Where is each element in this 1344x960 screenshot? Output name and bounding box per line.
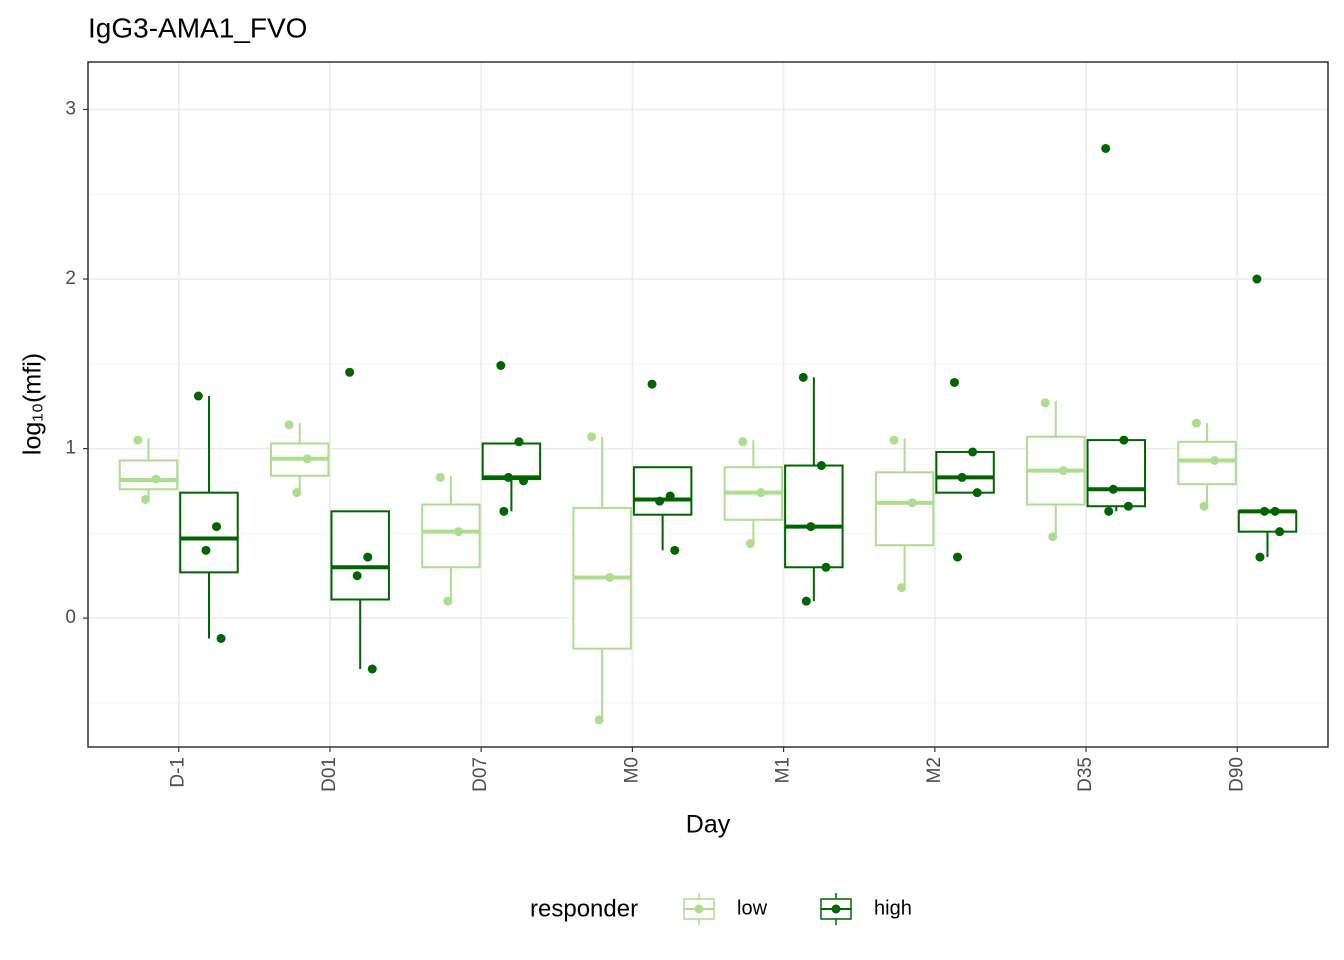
x-tick-label: D01 [319,757,340,792]
box [784,464,844,569]
data-point [151,474,161,484]
box [1177,440,1237,486]
data-point [499,506,509,516]
data-point [1252,274,1262,284]
data-point [1058,466,1068,476]
data-point [212,522,222,532]
data-point [1275,527,1285,537]
legend-label: high [874,897,912,919]
data-point [756,488,766,498]
data-point [1270,506,1280,516]
data-point [798,372,808,382]
data-point [1119,435,1129,445]
box [632,466,693,516]
data-point [292,488,302,498]
y-tick-label: 2 [65,268,76,289]
data-point [968,447,978,457]
data-point [587,432,597,442]
box [421,503,481,569]
legend-key-point [694,904,704,914]
data-point [806,522,816,532]
data-point [443,596,453,606]
box [1086,439,1147,508]
data-point [1199,501,1209,511]
data-point [816,461,826,471]
data-point [647,379,657,389]
x-tick-label: D-1 [168,757,189,788]
data-point [133,435,143,445]
x-tick-label: M2 [924,757,945,783]
data-point [745,539,755,549]
x-tick-label: M1 [773,757,794,783]
data-point [1101,143,1111,153]
data-point [1191,418,1201,428]
data-point [201,545,211,555]
data-point [801,596,811,606]
y-tick-label: 1 [65,438,76,459]
box [481,442,542,481]
data-point [1123,501,1133,511]
box [935,450,995,494]
data-point [514,437,524,447]
data-point [1108,484,1118,494]
data-point [503,472,513,482]
data-point [738,437,748,447]
y-axis-title: log₁₀(mfi) [19,353,47,455]
data-point [594,715,604,725]
x-axis-title: Day [686,811,731,839]
box [874,471,935,547]
data-point [367,664,377,674]
box [179,491,239,574]
data-point [605,572,615,582]
box [330,510,390,601]
data-point [907,498,917,508]
x-tick-label: M0 [621,757,642,783]
data-point [1040,398,1050,408]
data-point [216,633,226,643]
data-point [363,552,373,562]
data-point [519,476,529,486]
data-point [949,377,959,387]
data-point [435,472,445,482]
legend-key-point [831,904,841,914]
data-point [1259,506,1269,516]
data-point [352,571,362,581]
data-point [655,496,665,506]
data-point [1255,552,1265,562]
data-point [453,527,463,537]
legend-title: responder [530,895,638,922]
data-point [302,454,312,464]
data-point [1210,455,1220,465]
data-point [284,420,294,430]
x-tick-label: D07 [470,757,491,792]
data-point [670,545,680,555]
data-point [897,583,907,593]
chart-title: IgG3-AMA1_FVO [88,12,307,43]
data-point [889,435,899,445]
data-point [957,472,967,482]
legend-label: low [737,897,768,919]
data-point [972,488,982,498]
data-point [345,367,355,377]
plot-border [87,61,1329,748]
data-point [193,391,203,401]
data-point [821,562,831,572]
data-point [496,361,506,371]
y-tick-label: 3 [65,98,76,119]
data-point [1104,506,1114,516]
data-point [953,552,963,562]
data-point [140,494,150,504]
box [118,459,179,491]
x-tick-label: D90 [1226,757,1247,792]
x-tick-label: D35 [1075,757,1096,792]
y-tick-label: 0 [65,607,76,628]
data-point [665,491,675,501]
data-point [1048,532,1058,542]
